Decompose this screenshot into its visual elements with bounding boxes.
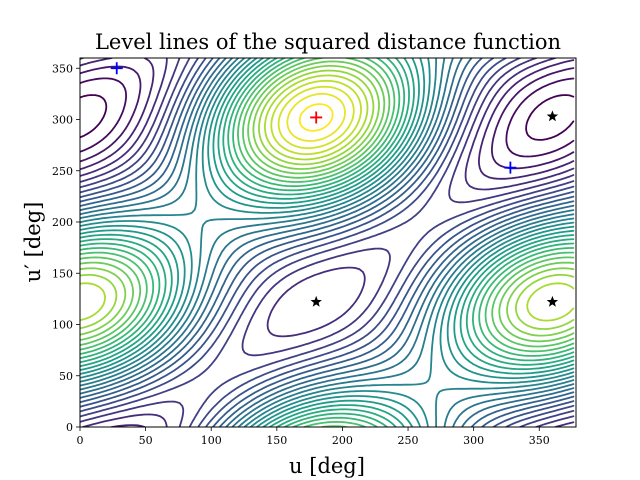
plus-marker [504, 161, 517, 174]
x-axis-label: u [deg] [289, 454, 365, 478]
contour-level-line [80, 58, 575, 427]
y-tick-label: 350 [52, 62, 73, 75]
contour-level-line [277, 85, 355, 150]
contour-level-line [80, 58, 575, 427]
y-tick-label: 300 [52, 114, 73, 127]
contour-level-line [80, 58, 575, 427]
x-tick-label: 350 [529, 434, 550, 447]
contour-level-line [80, 58, 575, 427]
plot-frame [79, 57, 577, 428]
x-tick-label: 50 [139, 434, 153, 447]
y-axis-label: u′ [deg] [21, 202, 45, 283]
contour-level-line [80, 65, 575, 337]
x-tick-label: 250 [398, 434, 419, 447]
x-tick-label: 150 [266, 434, 287, 447]
contour-level-line [286, 93, 346, 142]
y-tick-label: 250 [52, 165, 73, 178]
y-tick-label: 150 [52, 267, 73, 280]
contour-level-line [80, 58, 575, 427]
contour-level-line [80, 58, 575, 427]
x-tick-label: 0 [77, 434, 84, 447]
contour-level-line [80, 65, 575, 170]
contour-level-line [80, 60, 575, 343]
contour-lines [80, 58, 575, 427]
x-axis-ticks: 0 50 100 150 200 250 300 350 [77, 427, 550, 447]
contour-level-line [270, 79, 362, 155]
contour-level-line [80, 58, 575, 427]
y-axis-ticks: 0 50 100 150 200 250 300 350 [52, 62, 80, 434]
plus-marker [310, 111, 323, 124]
chart-title: Level lines of the squared distance func… [95, 30, 561, 54]
contour-level-line [80, 77, 575, 158]
y-tick-label: 200 [52, 216, 73, 229]
contour-level-line [80, 58, 575, 427]
y-tick-label: 100 [52, 319, 73, 332]
x-tick-label: 300 [463, 434, 484, 447]
star-marker [310, 295, 322, 307]
contour-level-line [80, 94, 575, 141]
x-tick-label: 200 [332, 434, 353, 447]
contour-level-line [80, 58, 575, 427]
contour-level-line [80, 58, 575, 427]
contour-level-line [80, 74, 575, 322]
plus-marker [110, 62, 123, 75]
y-tick-label: 50 [59, 370, 73, 383]
y-tick-label: 0 [66, 421, 73, 434]
point-markers [110, 62, 559, 307]
star-marker [546, 295, 559, 307]
contour-level-line [80, 69, 575, 330]
x-tick-label: 100 [201, 434, 222, 447]
contour-level-line [298, 103, 334, 132]
star-marker [546, 110, 559, 122]
